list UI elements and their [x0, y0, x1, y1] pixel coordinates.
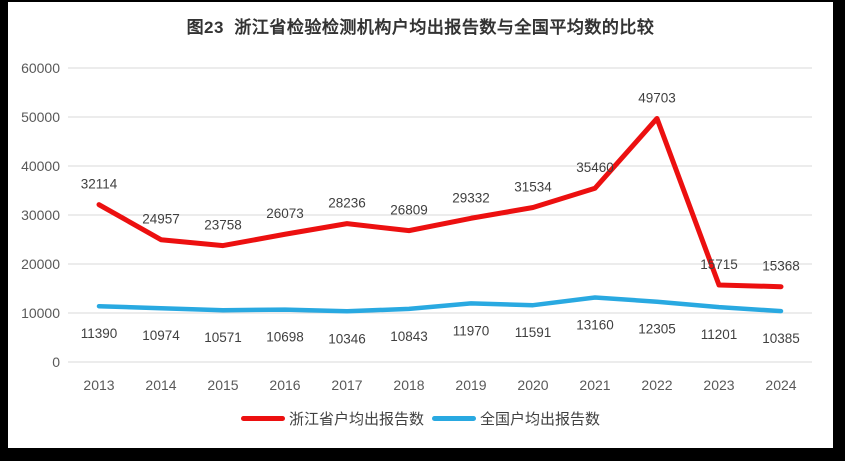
- legend-item-zhejiang: 浙江省户均出报告数: [240, 408, 424, 429]
- data-label: 11390: [81, 326, 118, 341]
- x-axis-tick-label: 2016: [269, 377, 300, 393]
- x-axis-tick-label: 2019: [455, 377, 486, 393]
- data-label: 13160: [576, 318, 614, 333]
- data-label: 26809: [390, 203, 428, 218]
- data-label: 29332: [452, 190, 490, 205]
- chart-card: 图23 浙江省检验检测机构户均出报告数与全国平均数的比较 0 10000 20000…: [8, 2, 833, 448]
- x-axis-tick-label: 2015: [207, 377, 238, 393]
- data-label: 10974: [142, 328, 180, 343]
- data-label: 10698: [266, 330, 304, 345]
- data-label: 35460: [576, 160, 614, 175]
- y-axis-tick-label: 0: [52, 354, 60, 370]
- series-line-1: [96, 295, 784, 314]
- data-label: 15368: [762, 259, 800, 274]
- x-axis-tick-label: 2020: [517, 377, 548, 393]
- line-chart-plot-area: 0 10000 20000 30000 40000 50000 60000 2013 2014 2…: [21, 60, 812, 393]
- data-label: 28236: [328, 196, 366, 211]
- x-axis-tick-label: 2013: [83, 377, 114, 393]
- x-axis-tick-label: 2014: [145, 377, 176, 393]
- legend-label-national: 全国户均出报告数: [480, 411, 601, 428]
- data-label: 32114: [81, 177, 118, 192]
- data-label: 24957: [142, 212, 180, 227]
- chart-legend: 浙江省户均出报告数 全国户均出报告数: [8, 408, 833, 429]
- y-axis-tick-label: 20000: [21, 256, 60, 272]
- data-label: 10571: [204, 330, 242, 345]
- legend-label-zhejiang: 浙江省户均出报告数: [288, 411, 424, 428]
- x-axis-tick-label: 2024: [765, 377, 796, 393]
- data-label: 15715: [700, 257, 738, 272]
- y-axis-tick-label: 40000: [21, 158, 60, 174]
- national-line-swatch-icon: [432, 416, 476, 421]
- zhejiang-line-swatch-icon: [240, 416, 285, 421]
- chart-title: 图23 浙江省检验检测机构户均出报告数与全国平均数的比较: [186, 18, 655, 37]
- data-label: 26073: [266, 206, 304, 221]
- data-label: 10346: [328, 331, 366, 346]
- x-axis-tick-label: 2022: [641, 377, 672, 393]
- y-axis-tick-label: 50000: [21, 109, 60, 125]
- data-label: 10843: [390, 329, 428, 344]
- data-label: 10385: [762, 331, 800, 346]
- data-label: 11970: [453, 323, 490, 338]
- legend-item-national: 全国户均出报告数: [432, 408, 600, 429]
- data-label: 49703: [638, 90, 676, 105]
- x-axis-tick-label: 2023: [703, 377, 734, 393]
- y-axis-tick-label: 10000: [21, 305, 60, 321]
- x-axis-tick-label: 2018: [393, 377, 424, 393]
- data-label: 31534: [514, 179, 552, 194]
- data-label: 12305: [638, 322, 676, 337]
- data-label: 11201: [701, 327, 738, 342]
- data-label: 11591: [515, 325, 552, 340]
- y-axis-tick-label: 30000: [21, 207, 60, 223]
- data-label: 23758: [204, 218, 242, 233]
- x-axis-tick-label: 2017: [331, 377, 362, 393]
- x-axis-tick-label: 2021: [579, 377, 610, 393]
- y-axis-tick-label: 60000: [21, 60, 60, 76]
- series-line-0: [96, 115, 784, 290]
